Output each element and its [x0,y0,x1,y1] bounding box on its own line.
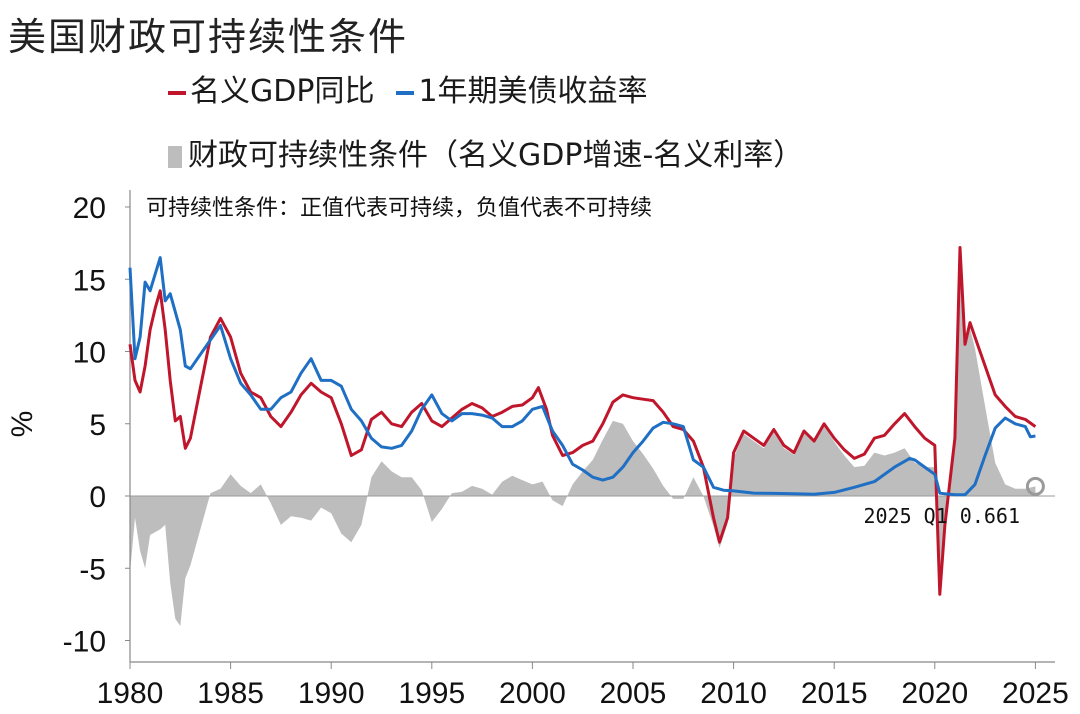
x-tick-label: 2020 [901,677,968,710]
legend-row-2: 财政可持续性条件（名义GDP增速-名义利率） [168,130,803,174]
x-tick-label: 2025 [1002,677,1069,710]
legend-row-1: 名义GDP同比 1年期美债收益率 [168,66,648,110]
legend-label-condition: 财政可持续性条件（名义GDP增速-名义利率） [188,138,804,173]
series-line-1 [128,256,1036,497]
legend-swatch-yield [396,90,415,95]
chart-title: 美国财政可持续性条件 [8,15,409,59]
x-tick-label: 1990 [298,677,365,710]
x-tick-label: 2015 [801,677,868,710]
legend-label-yield: 1年期美债收益率 [418,74,648,109]
y-axis-label: % [6,411,39,438]
legend-swatch-gdp [168,90,186,95]
condition-area-layer [130,248,1036,626]
x-tick-label: 1985 [197,677,264,710]
y-tick-label: -5 [79,553,106,586]
y-tick-label: -10 [63,626,106,659]
condition-area [130,248,1036,626]
x-tick-label: 2005 [600,677,667,710]
y-tick-label: 20 [73,192,106,225]
tick-label-layer: -10 -5 0 5 10 15 20 1980 1985 1990 1995 2000 2005 201… [63,192,1069,710]
last-value-label: 2025 Q1 0.661 [863,504,1020,528]
line-layer [128,246,1037,596]
last-value-marker [1025,476,1045,496]
y-tick-label: 10 [73,337,106,370]
annotation-note: 可持续性条件：正值代表可持续，负值代表不可持续 [146,196,652,221]
y-tick-label: 15 [73,264,106,297]
x-tick-label: 2010 [700,677,767,710]
y-tick-label: 5 [89,409,106,442]
legend-label-gdp: 名义GDP同比 [190,74,375,109]
x-tick-label: 1980 [97,677,164,710]
legend-swatch-condition [168,145,182,168]
y-tick-label: 0 [89,481,106,514]
x-tick-label: 2000 [499,677,566,710]
x-tick-label: 1995 [398,677,465,710]
series-line-0 [128,246,1037,596]
